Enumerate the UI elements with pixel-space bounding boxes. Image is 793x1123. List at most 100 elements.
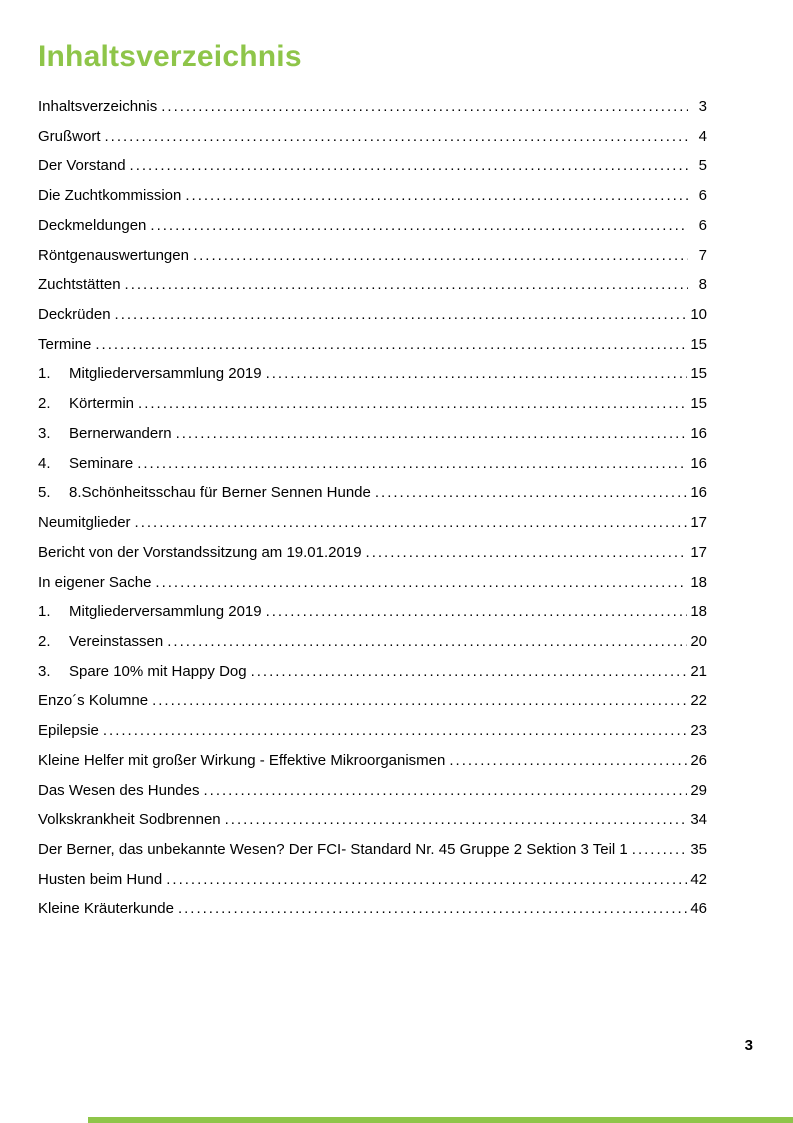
toc-entry-label: Enzo´s Kolumne [38, 692, 149, 710]
toc-leader-dots: ........................................… [102, 722, 688, 740]
toc-entry[interactable]: 3. Spare 10% mit Happy Dog...............… [38, 656, 707, 686]
toc-leader-dots: ........................................… [114, 306, 688, 324]
toc-entry-label: Vereinstassen [69, 632, 164, 650]
toc-entry[interactable]: 4. Seminare..............................… [38, 448, 707, 478]
toc-entry[interactable]: Termine.................................… [38, 329, 707, 359]
toc-entry-label: Mitgliederversammlung 2019 [69, 365, 262, 383]
toc-entry-number: 2. [38, 632, 51, 650]
toc-entry[interactable]: Das Wesen des Hundes....................… [38, 775, 707, 805]
toc-entry-label: Bernerwandern [69, 424, 172, 442]
page-content: Inhaltsverzeichnis Inhaltsverzeichnis...… [38, 0, 707, 923]
toc-entry[interactable]: Enzo´s Kolumne..........................… [38, 685, 707, 715]
toc-leader-dots: ........................................… [265, 603, 688, 621]
toc-entry-page: 34 [690, 811, 707, 829]
toc-entry-page: 6 [698, 187, 707, 205]
toc-leader-dots: ........................................… [365, 543, 688, 561]
toc-entry[interactable]: 1. Mitgliederversammlung 2019............… [38, 358, 707, 388]
toc-entry-label: Mitgliederversammlung 2019 [69, 603, 262, 621]
toc-leader-dots: ........................................… [203, 781, 687, 799]
toc-entry[interactable]: 2. Vereinstassen.........................… [38, 626, 707, 656]
footer-accent-bar [88, 1117, 793, 1123]
toc-leader-dots: ........................................… [224, 811, 688, 829]
toc-entry-label: Inhaltsverzeichnis [38, 98, 158, 115]
toc-entry[interactable]: In eigener Sache........................… [38, 567, 707, 597]
toc-entry-label: 8.Schönheitsschau für Berner Sennen Hund… [69, 484, 371, 502]
toc-entry-page: 18 [690, 573, 707, 591]
toc-entry-number: 3. [38, 424, 51, 442]
toc-entry-page: 16 [690, 454, 707, 472]
toc-entry-page: 7 [698, 246, 707, 264]
toc-entry-label: In eigener Sache [38, 573, 152, 591]
toc-leader-dots: ........................................… [185, 187, 688, 205]
toc-entry[interactable]: Bericht von der Vorstandssitzung am 19.0… [38, 537, 707, 567]
toc-entry-label: Der Vorstand [38, 157, 126, 175]
toc-leader-dots: ........................................… [166, 870, 687, 888]
toc-entry[interactable]: 2. Körtermin.............................… [38, 388, 707, 418]
toc-entry-label: Epilepsie [38, 722, 99, 740]
toc-entry-page: 5 [698, 157, 707, 175]
toc-entry-label: Deckrüden [38, 306, 111, 324]
toc-entry-page: 42 [690, 870, 707, 888]
toc-entry-page: 26 [690, 751, 707, 769]
toc-leader-dots: ........................................… [155, 573, 688, 591]
toc-entry-page: 22 [690, 692, 707, 710]
toc-entry-number: 1. [38, 365, 51, 383]
toc-entry[interactable]: Der Berner, das unbekannte Wesen? Der FC… [38, 834, 707, 864]
toc-entry-label: Grußwort [38, 127, 101, 145]
toc-entry-label: Zuchtstätten [38, 276, 121, 294]
toc-leader-dots: ........................................… [138, 395, 687, 413]
toc-leader-dots: ........................................… [104, 127, 688, 145]
toc-entry[interactable]: Epilepsie...............................… [38, 715, 707, 745]
toc-leader-dots: ........................................… [250, 662, 688, 680]
toc-entry-label: Volkskrankheit Sodbrennen [38, 811, 221, 829]
toc-entry-number: 1. [38, 603, 51, 621]
toc-list: Inhaltsverzeichnis......................… [38, 91, 707, 923]
toc-entry-label: Kleine Kräuterkunde [38, 900, 174, 918]
toc-entry[interactable]: Grußwort................................… [38, 121, 707, 151]
toc-entry[interactable]: Röntgenauswertungen.....................… [38, 240, 707, 270]
toc-entry[interactable]: Inhaltsverzeichnis......................… [38, 91, 707, 121]
toc-entry[interactable]: Zuchtstätten............................… [38, 269, 707, 299]
toc-entry[interactable]: 5. 8.Schönheitsschau für Berner Sennen Hu… [38, 477, 707, 507]
toc-entry-label: Kleine Helfer mit großer Wirkung - Effek… [38, 751, 446, 769]
toc-entry-page: 35 [690, 840, 707, 858]
toc-leader-dots: ........................................… [265, 365, 688, 383]
toc-entry-number: 5. [38, 484, 51, 502]
toc-leader-dots: ........................................… [192, 246, 688, 264]
toc-entry-page: 21 [690, 662, 707, 680]
toc-leader-dots: ........................................… [150, 216, 688, 234]
toc-entry-number: 3. [38, 662, 51, 680]
toc-leader-dots: ........................................… [124, 276, 688, 294]
toc-entry[interactable]: Neumitglieder...........................… [38, 507, 707, 537]
toc-entry-label: Körtermin [69, 395, 135, 413]
toc-entry[interactable]: 3. Bernerwandern.........................… [38, 418, 707, 448]
toc-entry[interactable]: Volkskrankheit Sodbrennen...............… [38, 804, 707, 834]
toc-entry-label: Termine [38, 335, 92, 353]
toc-leader-dots: ........................................… [161, 98, 688, 115]
toc-entry-label: Die Zuchtkommission [38, 187, 182, 205]
toc-leader-dots: ........................................… [175, 424, 688, 442]
toc-entry[interactable]: Kleine Helfer mit großer Wirkung - Effek… [38, 745, 707, 775]
toc-entry[interactable]: 1. Mitgliederversammlung 2019............… [38, 596, 707, 626]
toc-entry[interactable]: Die Zuchtkommission.....................… [38, 180, 707, 210]
toc-entry[interactable]: Husten beim Hund........................… [38, 864, 707, 894]
toc-entry[interactable]: Deckrüden...............................… [38, 299, 707, 329]
toc-entry[interactable]: Kleine Kräuterkunde.....................… [38, 893, 707, 923]
toc-entry-page: 15 [690, 395, 707, 413]
toc-entry-label: Spare 10% mit Happy Dog [69, 662, 247, 680]
toc-entry-label: Der Berner, das unbekannte Wesen? Der FC… [38, 840, 628, 858]
toc-entry-page: 15 [690, 365, 707, 383]
toc-entry-label: Deckmeldungen [38, 216, 147, 234]
toc-entry-page: 20 [690, 632, 707, 650]
toc-leader-dots: ........................................… [449, 751, 687, 769]
toc-entry-page: 3 [698, 98, 707, 115]
toc-leader-dots: ........................................… [631, 840, 688, 858]
toc-entry-label: Husten beim Hund [38, 870, 163, 888]
toc-entry-page: 8 [698, 276, 707, 294]
footer-page-number: 3 [744, 1037, 753, 1054]
toc-entry-number: 4. [38, 454, 51, 472]
toc-entry-page: 4 [698, 127, 707, 145]
toc-entry[interactable]: Deckmeldungen...........................… [38, 210, 707, 240]
toc-entry[interactable]: Der Vorstand............................… [38, 150, 707, 180]
